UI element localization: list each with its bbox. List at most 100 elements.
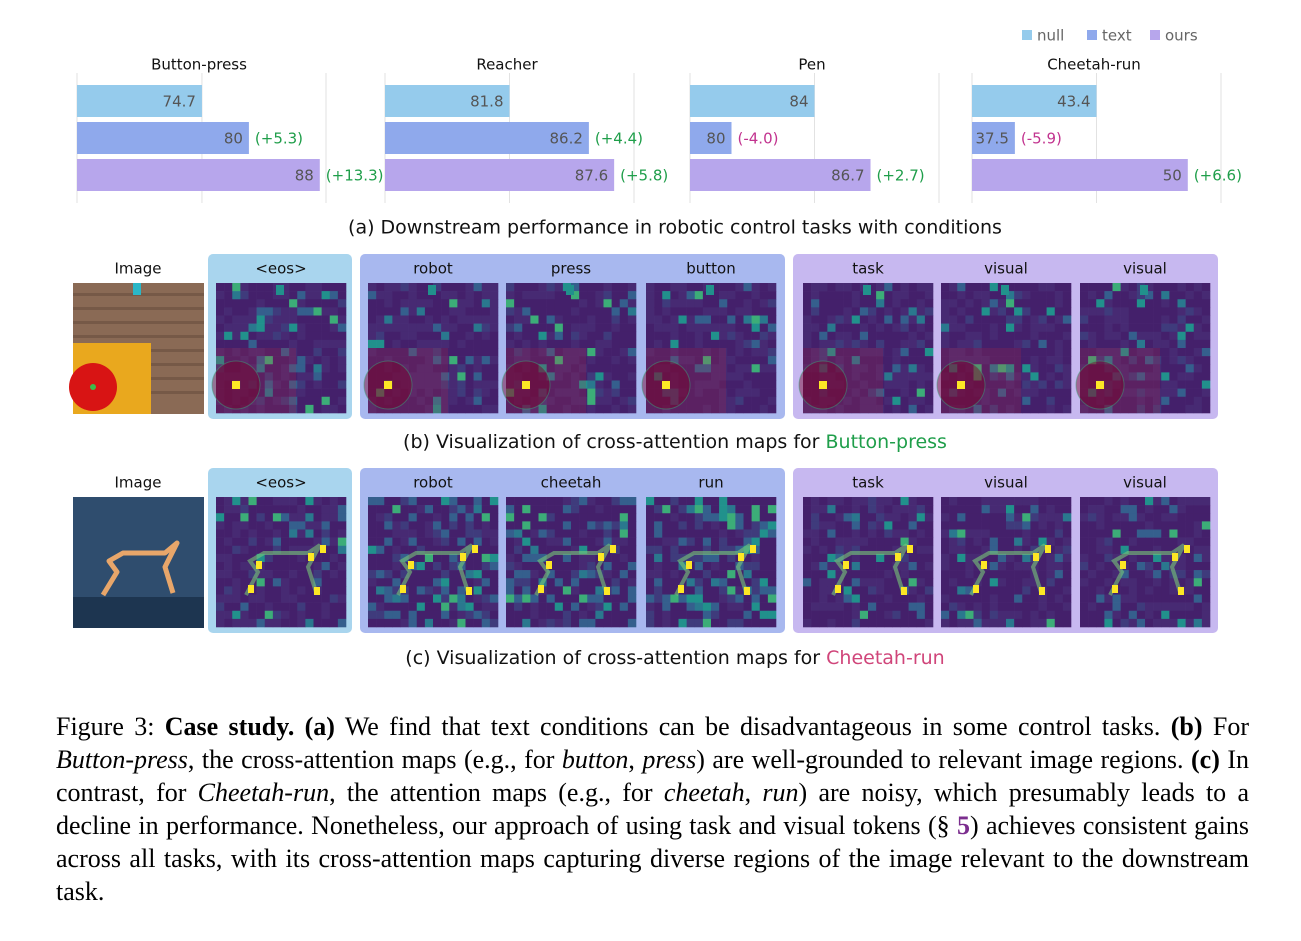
attention-cell bbox=[297, 331, 306, 341]
attention-cell bbox=[256, 618, 266, 628]
attention-cell bbox=[281, 594, 290, 603]
attention-cell bbox=[654, 299, 663, 308]
attention-cell bbox=[859, 553, 869, 563]
attention-cell bbox=[941, 331, 950, 341]
attention-cell bbox=[1120, 380, 1130, 389]
attention-cell bbox=[662, 513, 671, 522]
attention-cell bbox=[465, 562, 474, 571]
attention-cell bbox=[973, 594, 982, 603]
attention-cell bbox=[595, 307, 604, 316]
attention-cell bbox=[1006, 529, 1015, 538]
bar bbox=[972, 159, 1188, 191]
attention-cell bbox=[1145, 529, 1154, 538]
attention-cell bbox=[835, 537, 844, 547]
attention-cell bbox=[546, 331, 556, 341]
attention-cell bbox=[949, 562, 958, 571]
attention-cell bbox=[587, 537, 596, 547]
attention-cell bbox=[876, 521, 885, 530]
attention-cell bbox=[1177, 562, 1186, 571]
attention-cell bbox=[1177, 602, 1186, 612]
attention-cell bbox=[835, 356, 844, 365]
attention-cell bbox=[400, 610, 409, 620]
attention-cell bbox=[571, 339, 580, 349]
attention-cell bbox=[400, 618, 409, 628]
attention-cell bbox=[1046, 364, 1056, 373]
attention-cell bbox=[465, 307, 474, 316]
attention-cell bbox=[1104, 388, 1113, 398]
attention-cell bbox=[1046, 291, 1056, 300]
attention-cell bbox=[803, 562, 812, 571]
attention-cell bbox=[554, 315, 564, 324]
attention-cell bbox=[506, 331, 515, 341]
attention-cell bbox=[719, 521, 728, 530]
attention-cell bbox=[973, 513, 982, 522]
attention-cell bbox=[281, 562, 290, 571]
attention-cell bbox=[662, 372, 671, 381]
attention-cell bbox=[759, 570, 769, 579]
attention-cell bbox=[384, 505, 393, 514]
attention-cell bbox=[384, 570, 393, 579]
hot-spot bbox=[546, 561, 552, 569]
attention-cell bbox=[876, 331, 885, 341]
attention-cell bbox=[1136, 497, 1146, 506]
attention-cell bbox=[522, 553, 531, 563]
attention-cell bbox=[965, 545, 974, 555]
attention-cell bbox=[719, 372, 728, 381]
attention-cell bbox=[1120, 570, 1130, 579]
attention-cell bbox=[579, 537, 588, 547]
attention-cell bbox=[1120, 594, 1130, 603]
attention-cell bbox=[835, 348, 844, 357]
attention-cell bbox=[522, 618, 531, 628]
attention-cell bbox=[949, 545, 958, 555]
attention-cell bbox=[735, 372, 744, 381]
delta-label: (-5.9) bbox=[1021, 130, 1062, 148]
attention-cell bbox=[264, 586, 274, 595]
attention-cell bbox=[743, 618, 752, 628]
caption-segment[interactable]: 5 bbox=[957, 811, 970, 840]
attention-cell bbox=[957, 553, 966, 563]
attention-cell bbox=[400, 323, 409, 333]
attention-cell bbox=[843, 594, 853, 603]
attention-cell bbox=[368, 299, 377, 308]
attention-cell bbox=[702, 299, 712, 308]
attention-cell bbox=[368, 315, 377, 324]
attention-cell bbox=[1193, 364, 1203, 373]
caption-segment: , bbox=[744, 778, 763, 807]
attention-cell bbox=[1046, 404, 1056, 414]
attention-cell bbox=[735, 323, 744, 333]
attention-cell bbox=[884, 578, 893, 587]
attention-cell bbox=[1046, 594, 1056, 603]
attention-cell bbox=[1104, 315, 1113, 324]
attention-cell bbox=[892, 505, 901, 514]
attention-cell bbox=[827, 396, 836, 406]
attention-cell bbox=[1128, 521, 1138, 530]
attention-cell bbox=[965, 364, 974, 373]
attention-cell bbox=[256, 578, 266, 587]
attention-cell bbox=[1038, 578, 1047, 587]
attention-cell bbox=[924, 380, 934, 389]
attention-cell bbox=[1096, 283, 1105, 292]
attention-cell bbox=[981, 497, 991, 506]
attention-cell bbox=[595, 505, 604, 514]
attention-cell bbox=[743, 388, 752, 398]
attention-cell bbox=[819, 339, 828, 349]
attention-cell bbox=[654, 562, 663, 571]
attention-cell bbox=[1193, 610, 1203, 620]
attention-cell bbox=[368, 618, 377, 628]
attention-cell bbox=[1112, 339, 1121, 349]
attention-cell bbox=[908, 618, 918, 628]
attention-cell bbox=[587, 356, 596, 365]
attention-cell bbox=[719, 570, 728, 579]
attention-cell bbox=[1128, 497, 1138, 506]
attention-cell bbox=[489, 396, 499, 406]
attention-cell bbox=[392, 372, 401, 381]
attention-cell bbox=[216, 537, 225, 547]
attention-cell bbox=[1096, 497, 1105, 506]
attention-cell bbox=[627, 618, 637, 628]
attention-cell bbox=[989, 521, 999, 530]
attention-cell bbox=[579, 323, 588, 333]
attention-cell bbox=[981, 299, 991, 308]
attention-cell bbox=[329, 513, 339, 522]
attention-cell bbox=[554, 545, 564, 555]
attention-cell bbox=[514, 396, 523, 406]
